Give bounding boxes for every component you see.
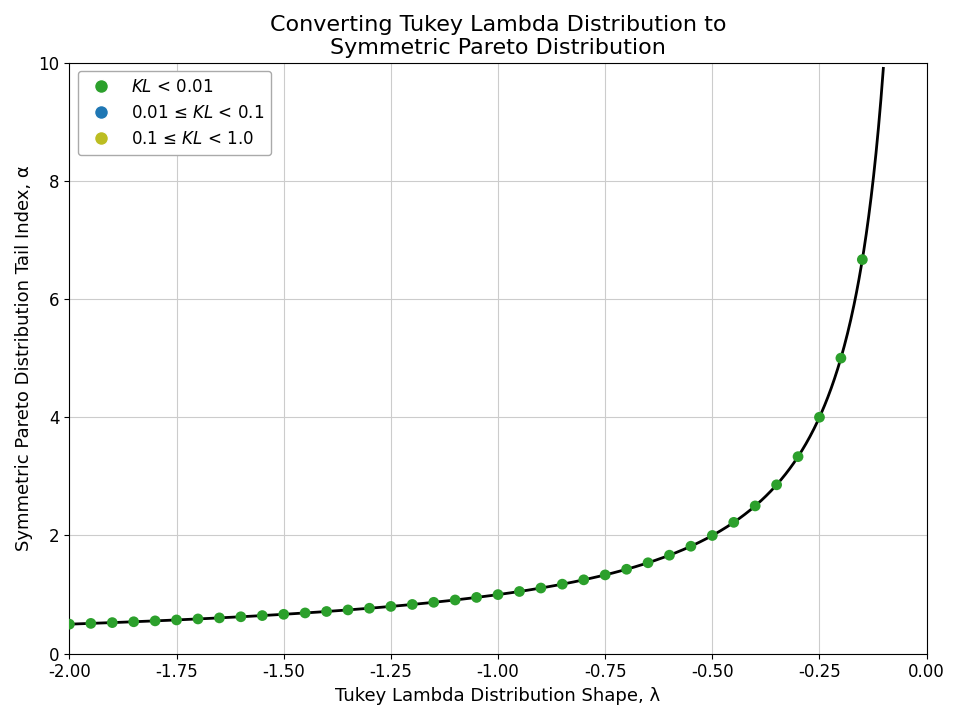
Point (640, 557, 656, 569)
Point (341, 604, 356, 616)
Point (61, 618, 77, 630)
Point (126, 616, 141, 628)
Point (576, 574, 591, 585)
Y-axis label: Symmetric Pareto Distribution Tail Index, α: Symmetric Pareto Distribution Tail Index… (15, 166, 33, 551)
Point (491, 589, 506, 600)
Point (84, 618, 99, 629)
Point (298, 607, 313, 618)
Point (319, 606, 334, 617)
Point (790, 451, 805, 462)
Point (447, 594, 463, 606)
Point (190, 613, 205, 625)
Title: Converting Tukey Lambda Distribution to
Symmetric Pareto Distribution: Converting Tukey Lambda Distribution to … (270, 15, 727, 58)
Point (684, 541, 699, 552)
Point (661, 549, 677, 561)
Point (169, 614, 184, 626)
Point (597, 569, 612, 580)
Point (383, 600, 398, 612)
Point (362, 603, 377, 614)
X-axis label: Tukey Lambda Distribution Shape, λ: Tukey Lambda Distribution Shape, λ (335, 687, 660, 705)
Point (769, 479, 784, 490)
Point (254, 610, 270, 621)
Point (276, 608, 292, 620)
Point (105, 617, 120, 629)
Point (426, 597, 442, 608)
Point (468, 592, 484, 603)
Point (212, 612, 228, 624)
Point (854, 254, 870, 266)
Point (833, 352, 849, 364)
Point (726, 516, 741, 528)
Point (748, 500, 763, 512)
Legend: $KL$ < 0.01, 0.01 ≤ $KL$ < 0.1, 0.1 ≤ $KL$ < 1.0: $KL$ < 0.01, 0.01 ≤ $KL$ < 0.1, 0.1 ≤ $K… (78, 71, 271, 155)
Point (812, 412, 828, 423)
Point (148, 615, 163, 626)
Point (233, 611, 249, 623)
Point (619, 564, 635, 575)
Point (512, 586, 527, 598)
Point (555, 578, 570, 590)
Point (705, 530, 720, 541)
Point (404, 599, 420, 611)
Point (533, 582, 548, 594)
